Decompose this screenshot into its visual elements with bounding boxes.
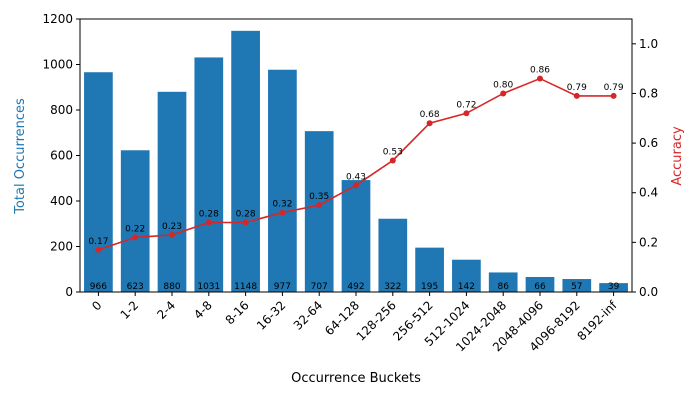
y-left-tick-label: 800 xyxy=(50,103,73,117)
accuracy-point xyxy=(610,92,617,99)
bar-value-label: 977 xyxy=(274,282,291,292)
accuracy-point xyxy=(95,246,102,253)
bar xyxy=(304,131,334,292)
bar xyxy=(378,218,408,292)
bar-value-label: 142 xyxy=(458,282,475,292)
bar-value-label: 492 xyxy=(347,282,364,292)
bar-value-label: 1148 xyxy=(234,282,257,292)
y-right-tick-label: 0.8 xyxy=(639,86,658,100)
x-tick-label: 4-8 xyxy=(191,298,215,322)
bar-value-label: 322 xyxy=(384,282,401,292)
accuracy-point xyxy=(205,219,212,226)
y-left-tick-label: 1000 xyxy=(42,58,73,72)
accuracy-value-label: 0.43 xyxy=(346,172,366,182)
accuracy-point xyxy=(389,157,396,164)
bar-value-label: 66 xyxy=(534,282,546,292)
accuracy-value-label: 0.79 xyxy=(604,83,624,93)
bar xyxy=(599,283,628,292)
bar xyxy=(525,276,555,292)
accuracy-value-label: 0.23 xyxy=(162,222,182,232)
accuracy-value-label: 0.79 xyxy=(567,83,587,93)
accuracy-point xyxy=(500,90,507,97)
x-axis-label: Occurrence Buckets xyxy=(291,371,421,386)
bar-value-label: 966 xyxy=(90,282,107,292)
bar xyxy=(341,180,371,292)
accuracy-value-label: 0.68 xyxy=(420,110,440,120)
y-right-tick-label: 0.4 xyxy=(639,186,658,200)
bar-value-label: 1031 xyxy=(197,282,220,292)
bar xyxy=(194,57,224,293)
y-axis-right-label: Accuracy xyxy=(670,126,685,186)
x-tick-label: 1-2 xyxy=(118,298,142,322)
accuracy-point xyxy=(316,202,323,209)
accuracy-point xyxy=(242,219,249,226)
x-tick-label: 0 xyxy=(89,298,104,313)
y-left-tick-label: 200 xyxy=(50,240,73,254)
y-right-tick-label: 0.6 xyxy=(639,136,658,150)
accuracy-value-label: 0.32 xyxy=(272,200,292,210)
accuracy-line-layer: 0.17 0.22 0.23 0.28 0.28 0.32 0.35 0.43 0.53 0.68… xyxy=(88,66,624,253)
accuracy-point xyxy=(426,120,433,127)
y-right-tick-label: 0.2 xyxy=(639,235,658,249)
accuracy-point xyxy=(279,209,286,216)
accuracy-value-label: 0.35 xyxy=(309,192,329,202)
bar-value-label: 57 xyxy=(571,282,582,292)
bar-value-label: 86 xyxy=(497,282,509,292)
bar-labels-layer: 966 623 880 1031 1148 977 707 492 322 195 142 86 66 5… xyxy=(90,282,620,292)
bar xyxy=(488,272,518,292)
bar xyxy=(562,279,592,292)
accuracy-value-label: 0.17 xyxy=(88,237,108,247)
y-right-tick-label: 1.0 xyxy=(639,37,658,51)
bar xyxy=(268,69,297,292)
bar-value-label: 623 xyxy=(127,282,144,292)
bars-layer xyxy=(84,30,628,293)
y-left-tick-label: 1200 xyxy=(42,12,73,26)
accuracy-value-label: 0.28 xyxy=(199,210,219,220)
accuracy-value-label: 0.28 xyxy=(236,210,256,220)
x-tick-label: 8-16 xyxy=(223,298,252,327)
accuracy-value-label: 0.53 xyxy=(383,147,403,157)
accuracy-value-label: 0.86 xyxy=(530,66,550,76)
bar xyxy=(157,91,187,292)
x-tick-label: 16-32 xyxy=(254,298,289,333)
y-right-tick-label: 0.0 xyxy=(639,285,658,299)
accuracy-point xyxy=(353,182,359,189)
accuracy-point xyxy=(169,231,175,238)
y-left-tick-label: 400 xyxy=(50,194,73,208)
y-axis-left-label: Total Occurrences xyxy=(13,98,28,215)
accuracy-point xyxy=(132,234,139,241)
bar xyxy=(120,150,150,292)
accuracy-value-label: 0.22 xyxy=(125,224,145,234)
accuracy-point xyxy=(537,75,543,82)
y-left-tick-label: 600 xyxy=(50,149,73,163)
bar xyxy=(84,72,113,292)
bar-value-label: 195 xyxy=(421,282,438,292)
bar xyxy=(231,30,260,293)
accuracy-value-label: 0.80 xyxy=(493,80,513,90)
x-tick-label: 2-4 xyxy=(154,298,178,322)
bar xyxy=(452,259,481,292)
bar-value-label: 880 xyxy=(163,282,180,292)
accuracy-point xyxy=(573,92,580,99)
bar xyxy=(415,247,444,292)
accuracy-point xyxy=(463,110,470,117)
bar-value-label: 39 xyxy=(608,282,620,292)
x-tick-label: 32-64 xyxy=(291,298,326,333)
accuracy-value-label: 0.72 xyxy=(456,100,476,110)
x-tick-label: 8192-inf xyxy=(574,298,620,344)
y-left-tick-label: 0 xyxy=(65,285,73,299)
bar-value-label: 707 xyxy=(311,282,328,292)
